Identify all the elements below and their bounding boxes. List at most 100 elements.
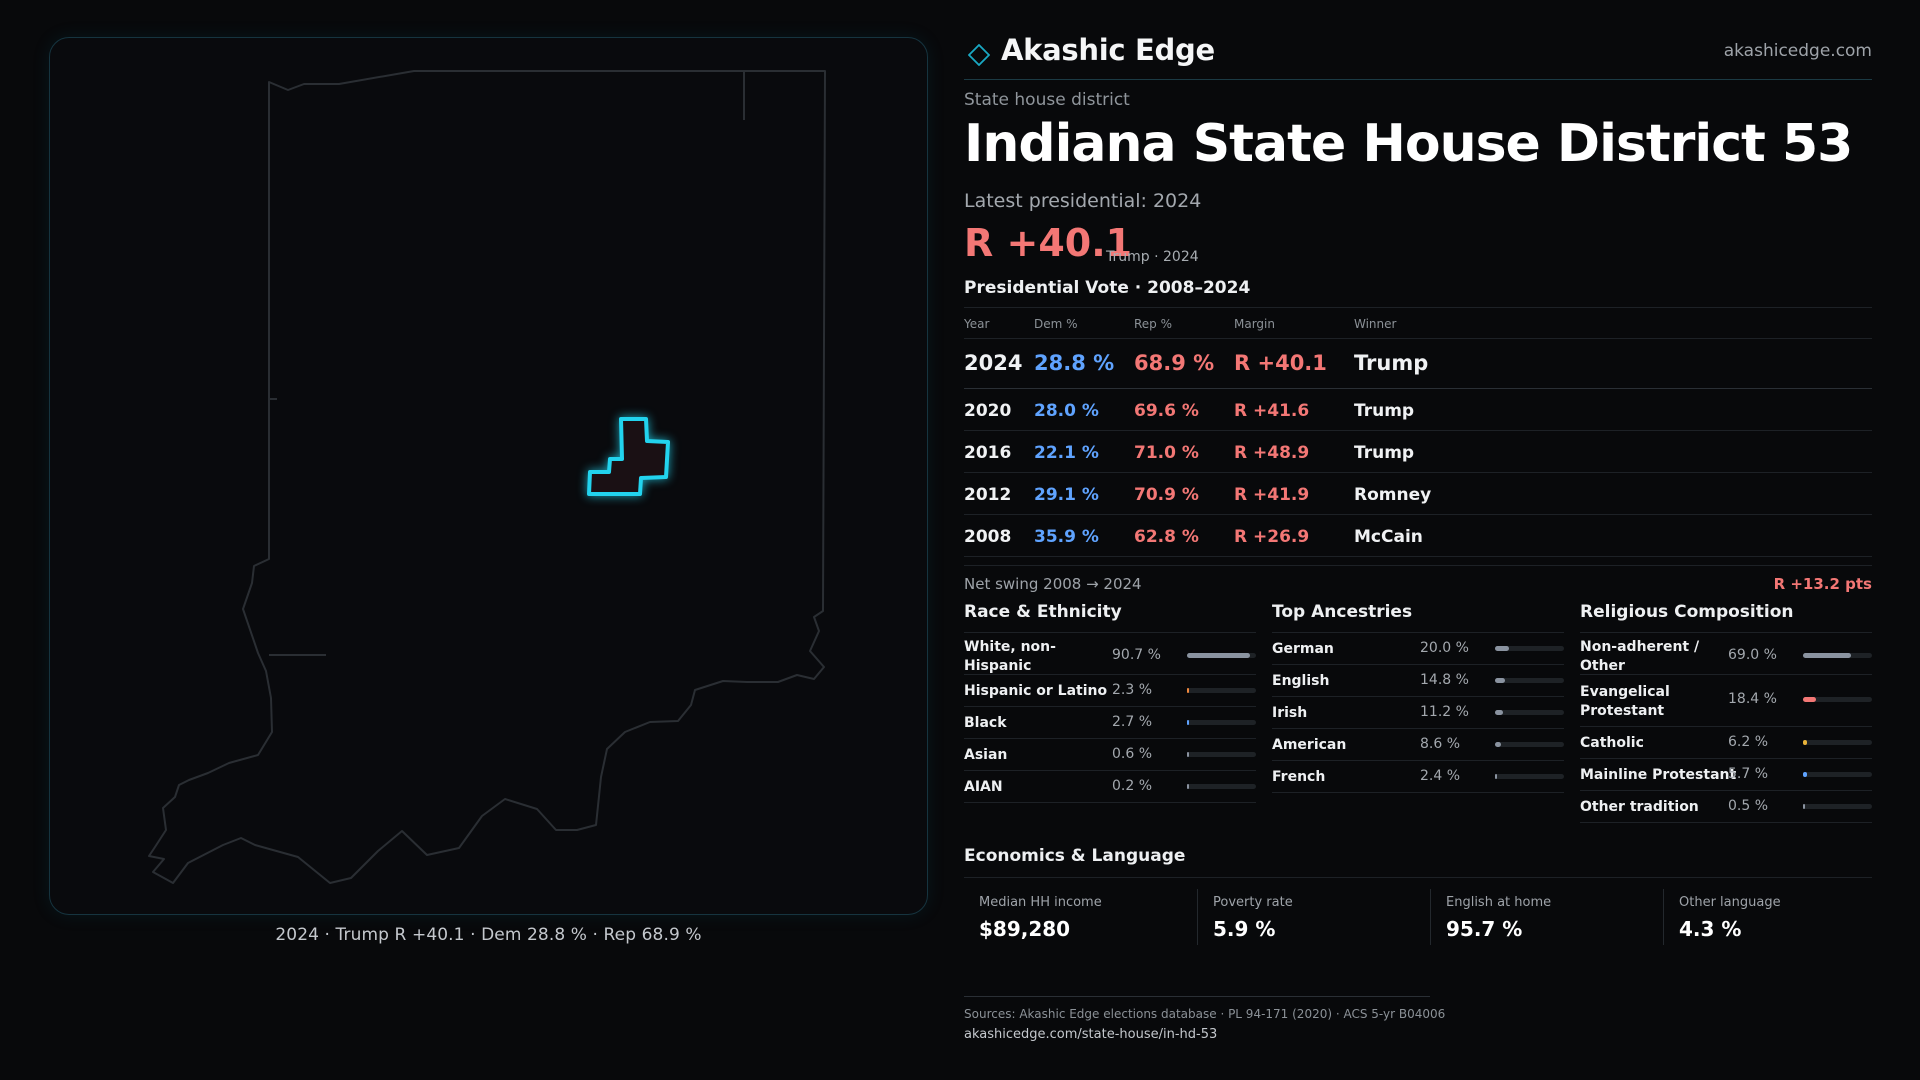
state-outline [148, 70, 826, 884]
bar-fill [1495, 710, 1503, 715]
column-header: Winner [1354, 317, 1397, 331]
row-pct: 18.4 % [1728, 691, 1777, 707]
cell-margin: R +48.9 [1234, 443, 1310, 463]
bar-track [1187, 688, 1256, 693]
list-item: Asian 0.6 % [964, 739, 1256, 771]
map-panel[interactable] [49, 37, 928, 915]
bar-track [1187, 720, 1256, 725]
sources-note: Sources: Akashic Edge elections database… [964, 1007, 1446, 1021]
bar-track [1495, 678, 1564, 683]
table-row: 2016 22.1 % 71.0 % R +48.9 Trump [964, 431, 1872, 473]
cell-margin: R +41.6 [1234, 401, 1310, 421]
econ-card-english: English at home 95.7 % [1430, 889, 1650, 945]
bar-fill [1495, 646, 1509, 651]
district-kind: State house district [964, 90, 1130, 110]
cell-margin: R +26.9 [1234, 527, 1310, 547]
cell-dem: 28.0 % [1034, 401, 1099, 421]
row-pct: 90.7 % [1112, 647, 1161, 663]
cell-dem: 28.8 % [1034, 351, 1115, 375]
cell-year: 2016 [964, 443, 1012, 463]
section-title: Race & Ethnicity [964, 602, 1256, 633]
list-item: American 8.6 % [1272, 729, 1564, 761]
cell-year: 2024 [964, 351, 1023, 375]
column-header: Margin [1234, 317, 1275, 331]
bar-track [1803, 653, 1872, 658]
econ-value: $89,280 [979, 917, 1071, 941]
cell-winner: Trump [1354, 351, 1429, 375]
row-pct: 8.6 % [1420, 736, 1461, 752]
econ-value: 5.9 % [1213, 917, 1276, 941]
religion-section: Religious Composition Non-adherent / Oth… [1580, 602, 1872, 823]
row-pct: 20.0 % [1420, 640, 1469, 656]
info-panel: Akashic Edge akashicedge.com State house… [964, 0, 1872, 1080]
vote-history-table: Year Dem % Rep % Margin Winner 2024 28.8… [964, 307, 1872, 557]
list-item: Non-adherent / Other 69.0 % [1580, 633, 1872, 675]
row-pct: 14.8 % [1420, 672, 1469, 688]
page-url-link[interactable]: akashicedge.com/state-house/in-hd-53 [964, 1027, 1218, 1042]
footer-divider [964, 996, 1430, 997]
cell-rep: 69.6 % [1134, 401, 1199, 421]
row-label: French [1272, 769, 1326, 785]
cell-rep: 71.0 % [1134, 443, 1199, 463]
bar-fill [1187, 653, 1250, 658]
list-item: French 2.4 % [1272, 761, 1564, 793]
row-pct: 0.2 % [1112, 778, 1153, 794]
list-item: AIAN 0.2 % [964, 771, 1256, 803]
ancestry-section: Top Ancestries German 20.0 % English 14.… [1272, 602, 1564, 793]
row-pct: 69.0 % [1728, 647, 1777, 663]
net-swing-label: Net swing 2008 → 2024 [964, 575, 1142, 593]
bar-fill [1187, 688, 1189, 693]
latest-presidential-label: Latest presidential: 2024 [964, 190, 1202, 212]
bar-track [1495, 646, 1564, 651]
bar-track [1495, 742, 1564, 747]
list-item: Mainline Protestant 5.7 % [1580, 759, 1872, 791]
econ-value: 95.7 % [1446, 917, 1523, 941]
site-header: Akashic Edge akashicedge.com [964, 30, 1872, 80]
row-label: Irish [1272, 705, 1308, 721]
row-label: Hispanic or Latino [964, 683, 1108, 699]
bar-track [1803, 804, 1872, 809]
row-label: American [1272, 737, 1347, 753]
bar-fill [1803, 653, 1851, 658]
brand-name[interactable]: Akashic Edge [1001, 33, 1215, 67]
cell-year: 2020 [964, 401, 1012, 421]
district-53-shape[interactable] [587, 417, 670, 496]
list-item: White, non-Hispanic 90.7 % [964, 633, 1256, 675]
cell-winner: McCain [1354, 527, 1423, 547]
economics-cards: Median HH income $89,280 Poverty rate 5.… [964, 889, 1872, 949]
net-swing-value: R +13.2 pts [1773, 575, 1872, 593]
bar-track [1803, 772, 1872, 777]
econ-card-poverty: Poverty rate 5.9 % [1197, 889, 1417, 945]
cell-margin: R +41.9 [1234, 485, 1310, 505]
row-pct: 2.4 % [1420, 768, 1461, 784]
row-label: AIAN [964, 779, 1003, 795]
bar-track [1187, 653, 1256, 658]
vote-history-title: Presidential Vote · 2008–2024 [964, 278, 1251, 298]
row-label: Black [964, 715, 1007, 731]
list-item: Irish 11.2 % [1272, 697, 1564, 729]
cell-dem: 22.1 % [1034, 443, 1099, 463]
district-map[interactable] [50, 38, 928, 915]
cell-winner: Trump [1354, 401, 1415, 421]
cell-rep: 62.8 % [1134, 527, 1199, 547]
table-row: 2020 28.0 % 69.6 % R +41.6 Trump [964, 389, 1872, 431]
cell-year: 2008 [964, 527, 1012, 547]
site-link[interactable]: akashicedge.com [1723, 41, 1872, 61]
row-label: German [1272, 641, 1334, 657]
row-pct: 11.2 % [1420, 704, 1469, 720]
bar-fill [1803, 804, 1805, 809]
map-caption: 2024 · Trump R +40.1 · Dem 28.8 % · Rep … [275, 925, 702, 945]
row-label: English [1272, 673, 1330, 689]
bar-fill [1187, 784, 1189, 789]
diamond-outline-icon[interactable] [968, 44, 990, 66]
race-ethnicity-section: Race & Ethnicity White, non-Hispanic 90.… [964, 602, 1256, 803]
cell-dem: 35.9 % [1034, 527, 1099, 547]
cell-rep: 70.9 % [1134, 485, 1199, 505]
row-pct: 6.2 % [1728, 734, 1769, 750]
list-item: Evangelical Protestant 18.4 % [1580, 675, 1872, 727]
econ-value: 4.3 % [1679, 917, 1742, 941]
bar-fill [1803, 772, 1807, 777]
row-label: Catholic [1580, 735, 1644, 751]
cell-dem: 29.1 % [1034, 485, 1099, 505]
cell-margin: R +40.1 [1234, 351, 1327, 375]
